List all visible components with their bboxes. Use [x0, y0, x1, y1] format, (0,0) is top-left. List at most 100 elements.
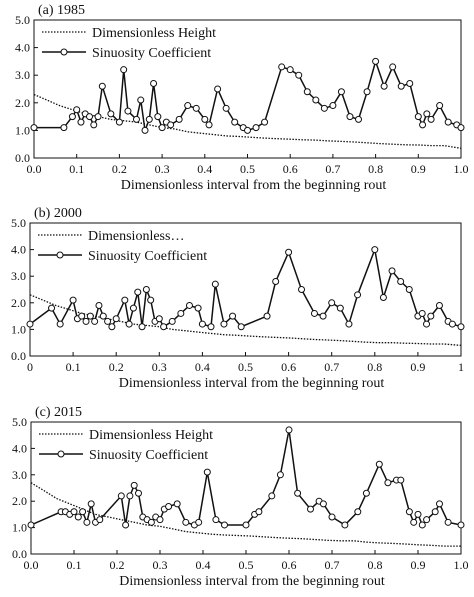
sinuosity-point	[154, 113, 162, 121]
sinuosity-point	[211, 280, 219, 288]
sinuosity-point	[354, 291, 362, 299]
panel-label: (b) 2000	[34, 206, 82, 221]
sinuosity-point	[132, 115, 140, 123]
sinuosity-point	[419, 121, 427, 129]
x-tick-label: 0.8	[367, 360, 382, 374]
panel-1: 0.0 1.0 2.0 3.0 4.0 5.0 0.0 0.1 0.2 0.3 0.4 0.5 0.6 0…	[15, 3, 469, 193]
sinuosity-point	[135, 489, 142, 497]
sinuosity-point	[410, 518, 418, 526]
sinuosity-point	[173, 500, 181, 508]
sinuosity-point	[384, 479, 392, 487]
sinuosity-point	[83, 518, 91, 526]
x-tick-label: 0.4	[197, 162, 212, 176]
sinuosity-point	[177, 309, 185, 317]
sinuosity-point	[70, 508, 78, 516]
sinuosity-point	[242, 521, 250, 529]
sinuosity-point	[207, 323, 215, 331]
dimensionless-height-line	[30, 482, 461, 547]
x-tick-label: 0.4	[195, 360, 210, 374]
x-tick-label: 0.9	[410, 360, 425, 374]
x-tick-label: 0.9	[411, 162, 426, 176]
sinuosity-point	[182, 518, 190, 526]
sinuosity-point	[341, 521, 349, 529]
sinuosity-point	[389, 63, 397, 71]
sinuosity-point	[444, 118, 452, 126]
sinuosity-point	[388, 267, 396, 275]
x-tick-label: 0.8	[368, 558, 383, 572]
sinuosity-point	[26, 320, 34, 328]
sinuosity-point	[237, 323, 245, 331]
panel-3: 0.0 1.0 2.0 3.0 4.0 5.0 0.0 0.1 0.2 0.3 0.4 0.5 0.6 0…	[12, 405, 469, 589]
sinuosity-point	[96, 516, 104, 524]
y-tick-label: 5.0	[15, 13, 30, 27]
sinuosity-point	[372, 57, 380, 65]
sinuosity-point	[194, 304, 202, 312]
sinuosity-point	[423, 516, 431, 524]
legend-sinuosity-label: Sinuosity Coefficient	[89, 448, 208, 463]
sinuosity-point	[337, 88, 345, 96]
x-tick-label: 0.6	[283, 162, 298, 176]
sinuosity-point	[195, 518, 203, 526]
sinuosity-point	[255, 508, 263, 516]
y-tick-label: 5.0	[11, 216, 26, 230]
sinuosity-point	[129, 304, 137, 312]
dimensionless-height-line	[29, 294, 462, 347]
y-tick-label: 4.0	[11, 243, 26, 257]
sinuosity-point	[205, 121, 213, 129]
sinuosity-point	[272, 278, 280, 286]
panel-label: (c) 2015	[35, 405, 82, 420]
sinuosity-point	[141, 126, 149, 134]
legend-sinuosity-label: Sinuosity Coefficient	[88, 249, 207, 264]
x-tick-label: 0.7	[325, 558, 340, 572]
sinuosity-point	[167, 121, 175, 129]
sinuosity-point	[444, 518, 452, 526]
y-tick-label: 1.0	[11, 322, 26, 336]
y-tick-label: 5.0	[12, 415, 27, 429]
sinuosity-point	[222, 104, 230, 112]
y-tick-label: 3.0	[12, 468, 27, 482]
x-tick-label: 0.6	[281, 360, 296, 374]
sinuosity-point	[436, 500, 443, 508]
sinuosity-point	[95, 301, 103, 309]
sinuosity-point	[345, 320, 353, 328]
sinuosity-point	[414, 510, 422, 518]
sinuosity-point	[418, 309, 426, 317]
sinuosity-point	[77, 118, 85, 126]
sinuosity-point	[201, 115, 209, 123]
y-tick-label: 4.0	[15, 41, 30, 55]
x-tick-label: 0.7	[325, 162, 340, 176]
sinuosity-point	[115, 118, 123, 126]
sinuosity-point	[112, 315, 120, 323]
sinuosity-point	[82, 317, 90, 325]
sinuosity-point	[405, 508, 413, 516]
sinuosity-point	[423, 320, 431, 328]
legend-height-label: Dimensionless Height	[89, 428, 213, 443]
sinuosity-point	[48, 304, 56, 312]
y-tick-label: 2.0	[15, 96, 30, 110]
x-tick-label: 0.8	[368, 162, 383, 176]
sinuosity-point	[263, 312, 271, 320]
x-tick-label: 0.2	[110, 558, 125, 572]
sinuosity-point	[276, 471, 284, 479]
x-tick-label: 0.3	[155, 162, 170, 176]
x-tick-label: 0.3	[152, 360, 167, 374]
sinuosity-point	[98, 82, 106, 90]
sinuosity-point	[137, 96, 145, 104]
sinuosity-point	[130, 481, 138, 489]
sinuosity-point	[336, 304, 344, 312]
sinuosity-point	[126, 492, 134, 500]
sinuosity-point	[124, 107, 132, 115]
sinuosity-point	[294, 489, 302, 497]
x-tick-label: 0.5	[240, 162, 255, 176]
sinuosity-point	[355, 115, 363, 123]
y-tick-label: 0.0	[15, 151, 30, 165]
y-tick-label: 2.0	[12, 494, 27, 508]
y-tick-label: 0.0	[12, 547, 27, 561]
sinuosity-point	[120, 66, 128, 74]
sinuosity-point	[156, 516, 164, 524]
y-tick-label: 4.0	[12, 441, 27, 455]
sinuosity-point	[295, 71, 303, 79]
sinuosity-point	[212, 516, 220, 524]
